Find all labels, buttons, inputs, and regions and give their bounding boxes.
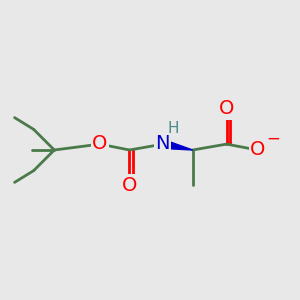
Text: −: − — [266, 130, 280, 148]
Text: O: O — [250, 140, 266, 160]
Text: H: H — [168, 121, 179, 136]
Text: O: O — [122, 176, 137, 195]
Polygon shape — [162, 140, 193, 150]
Text: O: O — [219, 99, 234, 118]
Text: O: O — [92, 134, 108, 153]
Text: N: N — [155, 134, 170, 153]
